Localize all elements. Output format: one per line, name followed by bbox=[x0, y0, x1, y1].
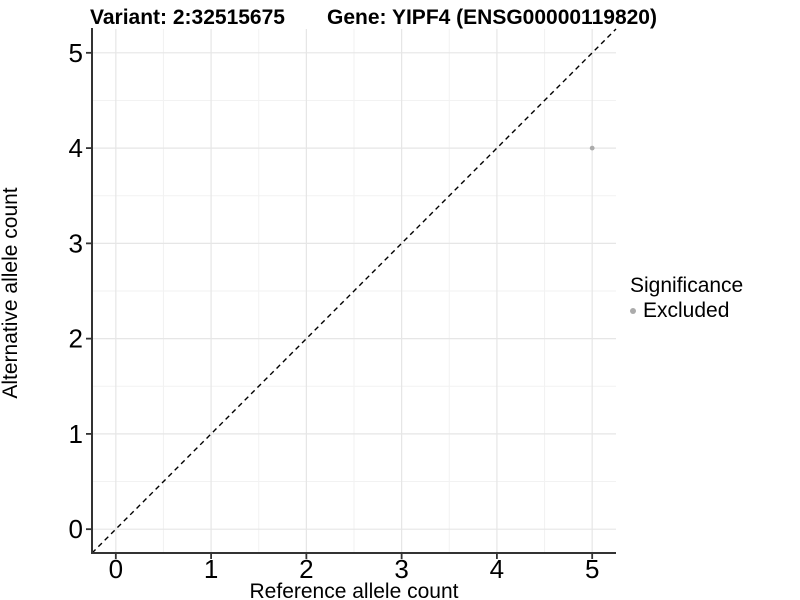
y-tick-label: 3 bbox=[69, 228, 83, 258]
x-axis-title: Reference allele count bbox=[249, 580, 459, 600]
x-tick-label: 0 bbox=[109, 554, 123, 584]
y-tick-label: 1 bbox=[69, 419, 83, 449]
legend-item-excluded: Excluded bbox=[630, 299, 743, 323]
y-tick-label: 4 bbox=[69, 133, 83, 163]
x-tick-label: 5 bbox=[585, 554, 599, 584]
y-axis-title: Alternative allele count bbox=[0, 187, 22, 399]
legend-title: Significance bbox=[630, 274, 744, 297]
legend-item-label: Excluded bbox=[643, 299, 730, 322]
y-tick-label: 5 bbox=[69, 38, 83, 68]
legend: Significance Excluded bbox=[630, 274, 743, 323]
variant-title: Variant: 2:32515675 bbox=[90, 6, 285, 29]
gene-title: Gene: YIPF4 (ENSG00000119820) bbox=[327, 6, 657, 29]
x-tick-label: 3 bbox=[394, 554, 408, 584]
identity-line bbox=[91, 28, 617, 554]
y-tick-label: 2 bbox=[69, 324, 83, 354]
x-tick-label: 1 bbox=[204, 554, 218, 584]
x-tick-label: 4 bbox=[490, 554, 504, 584]
data-point bbox=[589, 145, 595, 151]
x-tick-label: 2 bbox=[299, 554, 313, 584]
y-tick-label: 0 bbox=[69, 514, 83, 544]
legend-point-icon bbox=[630, 308, 636, 314]
